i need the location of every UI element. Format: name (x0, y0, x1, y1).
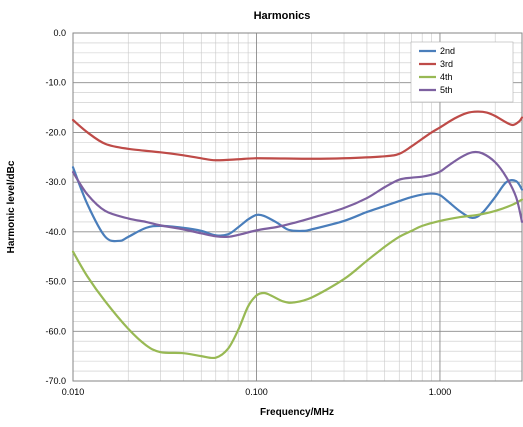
y-tick-labels: 0.0 -10.0 -20.0 -30.0 -40.0 -50.0 -60.0 -70.0 (45, 28, 66, 386)
series-lines (71, 110, 523, 360)
plot-area-border (72, 32, 523, 382)
y-tick-label: 0.0 (53, 28, 66, 38)
x-tick-label: 0.010 (62, 387, 85, 397)
legend-label-3rd: 3rd (440, 59, 453, 69)
y-tick-label: -20.0 (45, 127, 66, 137)
series-line-4th (71, 198, 523, 360)
series-line-3rd (71, 110, 523, 162)
chart-title: Harmonics (254, 10, 311, 22)
x-tick-label: 0.100 (245, 387, 268, 397)
x-tick-label: 1.000 (429, 387, 452, 397)
series-line-2nd (71, 166, 523, 243)
legend-label-4th: 4th (440, 72, 453, 82)
y-tick-label: -70.0 (45, 376, 66, 386)
y-tick-label: -10.0 (45, 78, 66, 88)
legend-label-5th: 5th (440, 85, 453, 95)
y-tick-label: -30.0 (45, 177, 66, 187)
y-axis-title: Harmonic level/dBc (6, 160, 17, 253)
x-tick-labels: 0.010 0.100 1.000 (62, 387, 451, 397)
y-tick-label: -50.0 (45, 277, 66, 287)
legend-label-2nd: 2nd (440, 46, 455, 56)
y-tick-label: -40.0 (45, 227, 66, 237)
legend: 2nd 3rd 4th 5th (410, 41, 514, 103)
series-line-5th (71, 150, 523, 239)
x-axis-title: Frequency/MHz (260, 407, 334, 418)
y-tick-label: -60.0 (45, 326, 66, 336)
